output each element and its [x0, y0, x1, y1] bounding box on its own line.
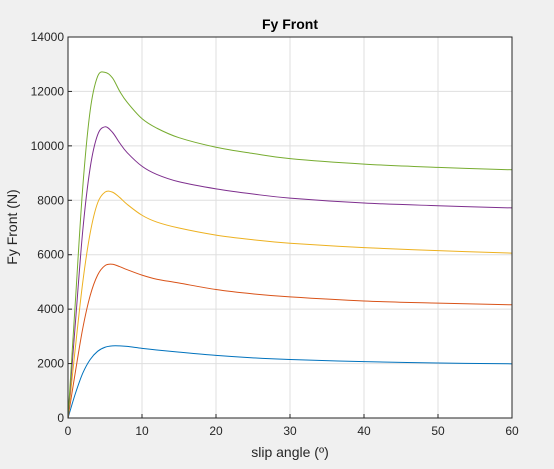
y-tick-label: 4000	[37, 302, 64, 316]
y-tick-label: 2000	[37, 357, 64, 371]
series-layer	[67, 71, 513, 419]
y-tick-label: 0	[57, 411, 64, 425]
y-tick-label: 6000	[37, 248, 64, 262]
series-line-4	[67, 126, 513, 419]
y-tick-label: 10000	[31, 139, 65, 153]
y-tick-label: 12000	[31, 84, 65, 98]
series-line-3	[67, 190, 513, 419]
chart-title: Fy Front	[262, 16, 318, 32]
x-tick-label: 60	[505, 424, 519, 438]
x-tick-label: 50	[431, 424, 445, 438]
y-tick-label: 8000	[37, 193, 64, 207]
x-tick-label: 30	[283, 424, 297, 438]
x-axis-label: slip angle (º)	[251, 444, 328, 460]
series-line-2	[67, 263, 513, 419]
series-line-5	[67, 71, 513, 419]
y-tick-label: 14000	[31, 30, 65, 44]
x-tick-label: 20	[209, 424, 223, 438]
ticks: 0 10 20 30 40 50 60 0 2000 4000 6000 8000 10000 12000…	[31, 30, 519, 438]
y-axis-label: Fy Front (N)	[4, 189, 20, 264]
series-line-1	[67, 345, 513, 419]
x-tick-label: 40	[357, 424, 371, 438]
x-tick-label: 10	[135, 424, 149, 438]
x-tick-label: 0	[65, 424, 72, 438]
